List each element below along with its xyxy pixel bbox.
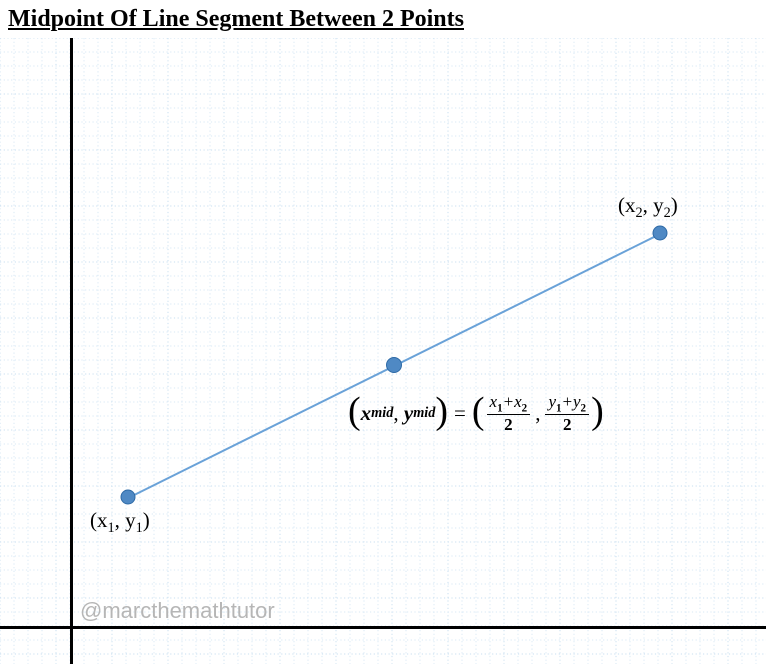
plot-area: (x1, y1) (x2, y2) (xmid, ymid) = ( x1+x2… <box>0 38 766 664</box>
point-p2 <box>653 226 668 241</box>
label-p2: (x2, y2) <box>618 193 678 222</box>
label-p1: (x1, y1) <box>90 508 150 537</box>
grid-svg <box>0 38 766 664</box>
page-title: Midpoint Of Line Segment Between 2 Point… <box>8 6 464 33</box>
point-midpoint <box>386 357 402 373</box>
x-axis <box>0 626 766 629</box>
midpoint-formula: (xmid, ymid) = ( x1+x2 2 , y1+y2 2 ) <box>348 392 604 435</box>
y-axis <box>70 38 73 664</box>
watermark: @marcthemathtutor <box>80 598 275 624</box>
point-p1 <box>121 490 136 505</box>
